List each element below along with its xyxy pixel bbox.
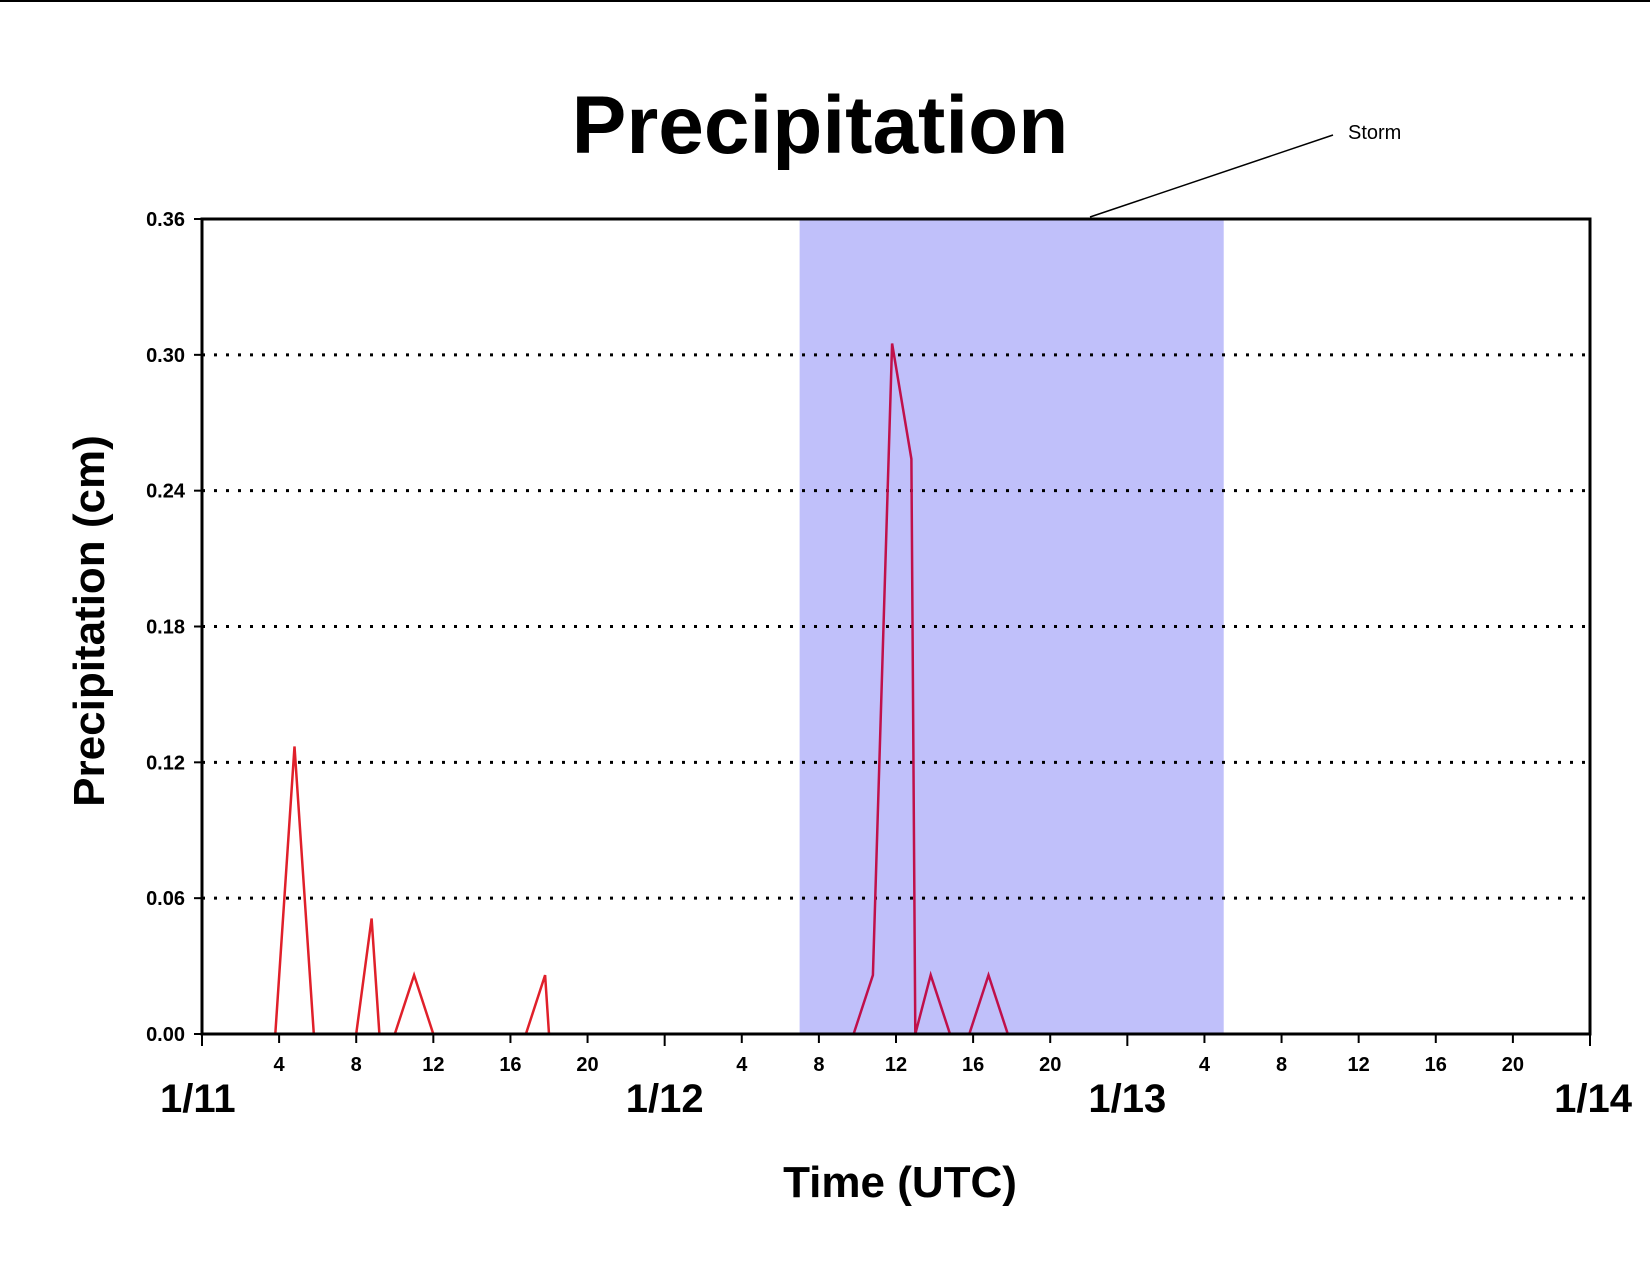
x-hour-label: 8 — [813, 1054, 824, 1076]
x-hour-label: 20 — [1039, 1054, 1061, 1076]
x-date-label: 1/14 — [1554, 1077, 1633, 1121]
storm-annotation-leader — [1089, 134, 1334, 218]
y-tick-label: 0.12 — [146, 752, 185, 774]
x-hour-label: 8 — [351, 1054, 362, 1076]
y-axis-ticks: 0.00 0.06 0.12 0.18 0.24 0.30 0.36 — [146, 209, 202, 1046]
x-hour-label: 20 — [576, 1054, 598, 1076]
storm-band-layer — [799, 219, 1224, 1034]
x-axis-ticks: 1/11 4 8 12 16 20 1/12 4 8 12 16 20 1/13 4 8 12 16 20 1/14 — [160, 1034, 1633, 1121]
x-hour-label: 8 — [1276, 1054, 1287, 1076]
storm-annotation-label: Storm — [1348, 122, 1401, 144]
y-axis-label: Precipitation (cm) — [65, 435, 114, 807]
x-hour-label: 12 — [1348, 1054, 1370, 1076]
x-hour-label: 16 — [1425, 1054, 1447, 1076]
x-date-label: 1/12 — [626, 1077, 704, 1121]
x-hour-label: 16 — [962, 1054, 984, 1076]
x-date-label: 1/13 — [1088, 1077, 1166, 1121]
y-tick-label: 0.06 — [146, 888, 185, 910]
x-hour-label: 4 — [736, 1054, 748, 1076]
y-tick-label: 0.00 — [146, 1024, 185, 1046]
storm-band — [799, 219, 1224, 1034]
x-hour-label: 16 — [499, 1054, 521, 1076]
x-hour-label: 20 — [1502, 1054, 1524, 1076]
x-date-label: 1/11 — [160, 1077, 236, 1121]
y-tick-label: 0.30 — [146, 345, 185, 367]
top-rule — [0, 0, 1650, 2]
chart-title: Precipitation — [572, 80, 1069, 171]
y-tick-label: 0.24 — [146, 481, 186, 503]
x-hour-label: 12 — [422, 1054, 444, 1076]
x-hour-label: 4 — [274, 1054, 286, 1076]
y-tick-label: 0.36 — [146, 209, 185, 231]
x-hour-label: 12 — [885, 1054, 907, 1076]
x-axis-label: Time (UTC) — [783, 1158, 1017, 1207]
precip-series-line-2 — [202, 343, 1590, 1036]
x-hour-label: 4 — [1199, 1054, 1211, 1076]
y-tick-label: 0.18 — [146, 617, 185, 639]
